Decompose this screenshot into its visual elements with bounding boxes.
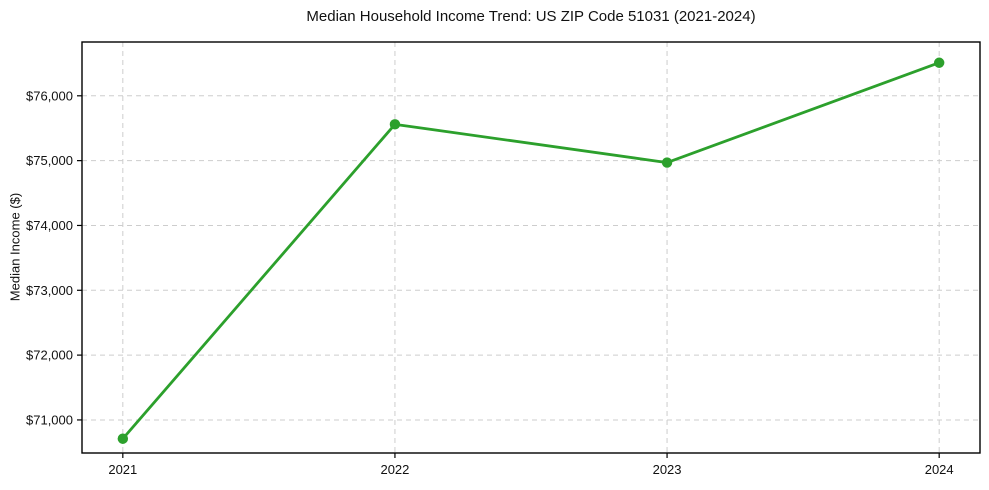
data-point-marker-2023 xyxy=(661,157,673,168)
axis-spine-box xyxy=(81,41,981,454)
data-point-marker-2022 xyxy=(389,119,401,130)
x-tick-label: 2023 xyxy=(653,462,682,477)
y-tick-label: $76,000 xyxy=(26,88,73,103)
data-point-marker-2024 xyxy=(933,57,945,68)
y-tick-label: $73,000 xyxy=(26,283,73,298)
x-tick-label: 2024 xyxy=(925,462,954,477)
y-tick-label: $75,000 xyxy=(26,153,73,168)
data-point-marker-2021 xyxy=(117,433,129,444)
y-axis-label: Median Income ($) xyxy=(7,192,23,302)
x-tick-label: 2021 xyxy=(108,462,137,477)
chart-title: Median Household Income Trend: US ZIP Co… xyxy=(306,8,756,25)
x-tick-label: 2022 xyxy=(380,462,409,477)
y-tick-label: $72,000 xyxy=(26,348,73,363)
income-trend-line xyxy=(121,61,941,441)
y-tick-label: $74,000 xyxy=(26,218,73,233)
y-tick-label: $71,000 xyxy=(26,412,73,427)
